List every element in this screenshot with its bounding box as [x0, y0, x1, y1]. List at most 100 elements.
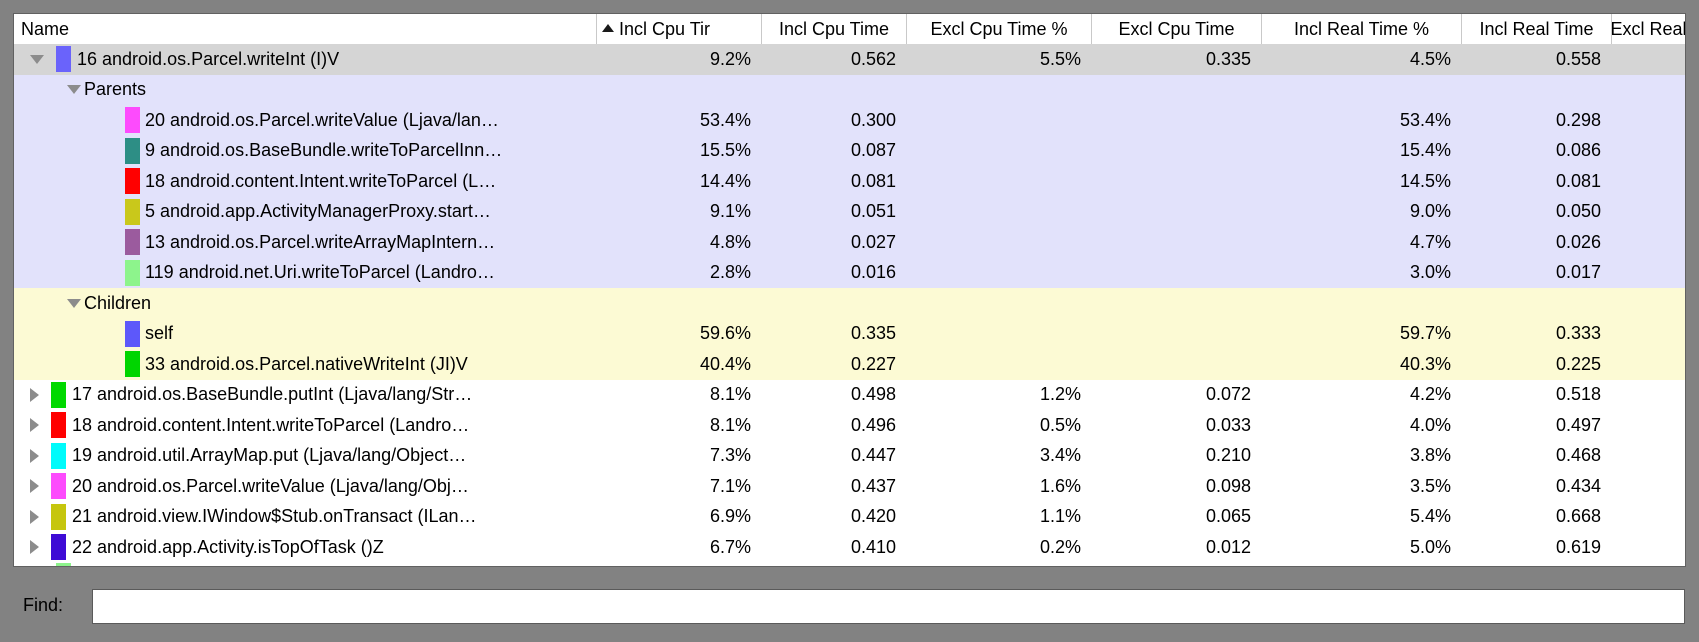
incl-cpu-time-pct-cell: 6.7%: [709, 536, 751, 557]
column-header-incl-cpu-time[interactable]: Incl Cpu Time: [761, 14, 906, 44]
method-color-swatch: [51, 442, 66, 469]
method-name: 20 android.os.Parcel.writeValue (Ljava/l…: [72, 475, 469, 496]
name-cell: 13 android.os.Parcel.writeArrayMapIntern…: [14, 227, 596, 258]
table-row[interactable]: 17 android.os.BaseBundle.putInt (Ljava/l…: [14, 379, 1685, 410]
method-name: 9 android.os.BaseBundle.writeToParcelInn…: [145, 140, 503, 161]
column-header-incl-real-time-pct[interactable]: Incl Real Time %: [1261, 14, 1461, 44]
incl-real-time-pct-cell: 4.7%: [1409, 231, 1451, 252]
incl-real-time-cell: 0.619: [1555, 536, 1601, 557]
triangle-right-icon[interactable]: [30, 387, 39, 402]
column-header-incl-real-time[interactable]: Incl Real Time: [1461, 14, 1611, 44]
incl-cpu-time-cell: 0.027: [850, 231, 896, 252]
name-cell: 22 android.app.Activity.isTopOfTask ()Z: [14, 532, 596, 563]
section-row[interactable]: Children: [14, 288, 1685, 319]
table-row-partial[interactable]: [14, 562, 1685, 566]
incl-real-time-pct-cell: 4.2%: [1409, 384, 1451, 405]
table-row[interactable]: 5 android.app.ActivityManagerProxy.start…: [14, 196, 1685, 228]
find-input[interactable]: [92, 589, 1685, 624]
column-header-excl-cpu-time[interactable]: Excl Cpu Time: [1091, 14, 1261, 44]
table-row[interactable]: 119 android.net.Uri.writeToParcel (Landr…: [14, 257, 1685, 289]
excl-cpu-time-pct-cell: 1.2%: [1039, 384, 1081, 405]
table-row[interactable]: 19 android.util.ArrayMap.put (Ljava/lang…: [14, 440, 1685, 471]
table-row[interactable]: 13 android.os.Parcel.writeArrayMapIntern…: [14, 227, 1685, 258]
incl-cpu-time-cell: 0.335: [850, 323, 896, 344]
incl-real-time-cell: 0.434: [1555, 475, 1601, 496]
incl-real-time-pct-cell: 5.0%: [1409, 536, 1451, 557]
triangle-right-icon[interactable]: [30, 479, 39, 494]
excl-cpu-time-cell: 0.012: [1205, 536, 1251, 557]
incl-cpu-time-pct-cell: 59.6%: [699, 323, 751, 344]
incl-cpu-time-cell: 0.227: [850, 353, 896, 374]
incl-real-time-pct-cell: 4.5%: [1409, 48, 1451, 69]
name-cell: 119 android.net.Uri.writeToParcel (Landr…: [14, 258, 596, 289]
incl-cpu-time-pct-cell: 9.2%: [709, 48, 751, 69]
triangle-down-icon[interactable]: [67, 85, 81, 95]
table-row[interactable]: 16 android.os.Parcel.writeInt (I)V 9.2% 0.…: [14, 44, 1685, 75]
triangle-right-icon[interactable]: [30, 418, 39, 433]
table-row[interactable]: 9 android.os.BaseBundle.writeToParcelInn…: [14, 135, 1685, 166]
incl-cpu-time-pct-cell: 40.4%: [699, 353, 751, 374]
table-row[interactable]: 20 android.os.Parcel.writeValue (Ljava/l…: [14, 471, 1685, 502]
triangle-down-icon[interactable]: [67, 298, 81, 308]
incl-real-time-cell: 0.086: [1555, 140, 1601, 161]
name-cell: self: [14, 319, 596, 350]
method-name: 13 android.os.Parcel.writeArrayMapIntern…: [145, 231, 496, 252]
incl-real-time-pct-cell: 14.5%: [1399, 170, 1451, 191]
table-row[interactable]: 18 android.content.Intent.writeToParcel …: [14, 166, 1685, 197]
incl-real-time-pct-cell: 4.0%: [1409, 414, 1451, 435]
column-header-excl-real[interactable]: Excl Real: [1611, 14, 1685, 44]
method-name: 16 android.os.Parcel.writeInt (I)V: [77, 48, 340, 69]
table-body: 16 android.os.Parcel.writeInt (I)V 9.2% 0.…: [14, 44, 1685, 566]
method-color-swatch: [125, 137, 140, 164]
method-color-swatch: [125, 259, 140, 286]
method-color-swatch: [125, 168, 140, 195]
triangle-right-icon[interactable]: [30, 448, 39, 463]
incl-real-time-cell: 0.026: [1555, 231, 1601, 252]
incl-cpu-time-cell: 0.562: [850, 48, 896, 69]
incl-cpu-time-cell: 0.410: [850, 536, 896, 557]
incl-cpu-time-cell: 0.496: [850, 414, 896, 435]
incl-cpu-time-cell: 0.081: [850, 170, 896, 191]
incl-real-time-cell: 0.497: [1555, 414, 1601, 435]
method-name: 19 android.util.ArrayMap.put (Ljava/lang…: [72, 445, 467, 466]
column-header-name[interactable]: Name: [14, 14, 596, 44]
table-row[interactable]: 20 android.os.Parcel.writeValue (Ljava/l…: [14, 105, 1685, 136]
column-header-label: Name: [21, 18, 70, 39]
incl-real-time-cell: 0.333: [1555, 323, 1601, 344]
table-row[interactable]: self 59.6% 0.335 59.7% 0.333: [14, 318, 1685, 350]
triangle-right-icon[interactable]: [30, 540, 39, 555]
method-color-swatch: [125, 320, 140, 347]
incl-real-time-pct-cell: 3.0%: [1409, 262, 1451, 283]
section-label: Children: [84, 292, 152, 313]
column-header-excl-cpu-time-pct[interactable]: Excl Cpu Time %: [906, 14, 1091, 44]
triangle-down-icon[interactable]: [30, 54, 44, 64]
excl-cpu-time-pct-cell: 0.2%: [1039, 536, 1081, 557]
table-row[interactable]: 33 android.os.Parcel.nativeWriteInt (JI)…: [14, 349, 1685, 380]
method-color-swatch: [51, 534, 66, 561]
excl-cpu-time-cell: 0.335: [1205, 48, 1251, 69]
incl-cpu-time-pct-cell: 2.8%: [709, 262, 751, 283]
name-cell: 5 android.app.ActivityManagerProxy.start…: [14, 197, 596, 228]
incl-real-time-pct-cell: 5.4%: [1409, 506, 1451, 527]
incl-real-time-cell: 0.225: [1555, 353, 1601, 374]
incl-cpu-time-pct-cell: 7.1%: [709, 475, 751, 496]
triangle-right-icon[interactable]: [30, 509, 39, 524]
name-cell: 20 android.os.Parcel.writeValue (Ljava/l…: [14, 105, 596, 136]
column-header-label: Incl Cpu Tir: [619, 18, 711, 39]
table-row[interactable]: 18 android.content.Intent.writeToParcel …: [14, 410, 1685, 441]
table-row[interactable]: 21 android.view.IWindow$Stub.onTransact …: [14, 501, 1685, 532]
incl-cpu-time-cell: 0.016: [850, 262, 896, 283]
method-color-swatch: [51, 381, 66, 408]
method-color-swatch: [125, 107, 140, 134]
table-row[interactable]: 22 android.app.Activity.isTopOfTask ()Z 6…: [14, 532, 1685, 563]
column-header-incl-cpu-time-pct[interactable]: Incl Cpu Tir: [596, 14, 761, 44]
incl-real-time-pct-cell: 3.8%: [1409, 445, 1451, 466]
profiler-method-table: Name Incl Cpu Tir Incl Cpu Time Excl Cpu Ti…: [14, 14, 1685, 566]
incl-real-time-cell: 0.017: [1555, 262, 1601, 283]
method-color-swatch: [51, 503, 66, 530]
section-row[interactable]: Parents: [14, 74, 1685, 105]
find-label: Find:: [23, 595, 64, 615]
incl-cpu-time-pct-cell: 8.1%: [709, 414, 751, 435]
method-color-swatch: [51, 412, 66, 439]
excl-cpu-time-cell: 0.065: [1205, 506, 1251, 527]
